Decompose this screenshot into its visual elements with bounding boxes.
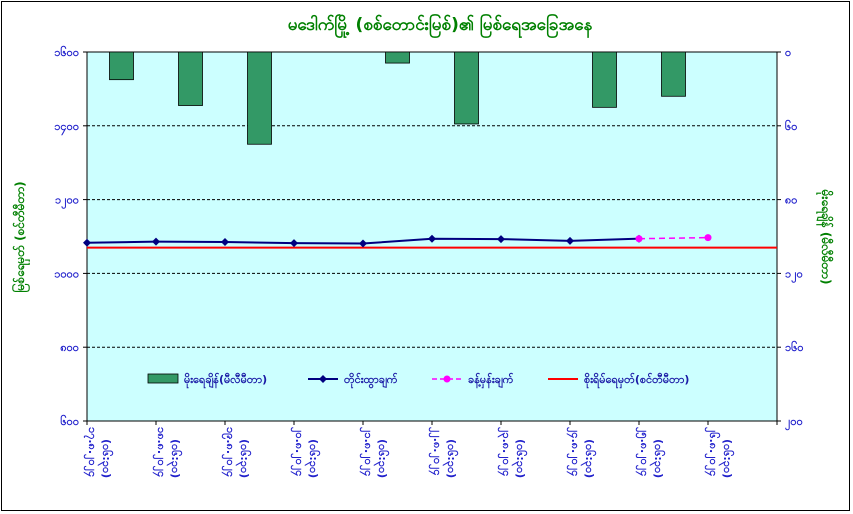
- rainfall-bar: [592, 51, 617, 108]
- left-tick-label: ၁၄၀၀: [54, 120, 79, 136]
- legend-item: ခန့်မှန်းချက်: [432, 372, 514, 389]
- x-tick-label: ၂၀.၈.၂၀၂၄ (၀၆:၃၀): [290, 427, 320, 478]
- left-axis-title: မြစ်ရေမှတ် (စင်တီမီတာ): [10, 181, 31, 292]
- x-tick-time: (၀၆:၃၀): [373, 439, 389, 478]
- x-tick-date: ၁၇.၈.၂၀၂၄: [83, 427, 99, 477]
- rainfall-bar: [178, 51, 203, 106]
- x-tick-date: ၂၂.၈.၂၀၂၄: [428, 427, 444, 476]
- observed-point: [497, 235, 505, 244]
- legend-label: တိုင်းထွာချက်: [344, 372, 398, 389]
- x-tick-label: ၁၉.၈.၂၀၂၄ (၀၆:၃၀): [221, 427, 251, 478]
- x-tick-date: ၂၀.၈.၂၀၂၄: [290, 427, 306, 476]
- x-tick-time: (၀၆:၃၀): [511, 439, 527, 478]
- left-tick-label: ၈၀၀: [60, 341, 79, 354]
- x-axis-ticks: ၁၇.၈.၂၀၂၄ (၀၆:၃၀) ၁၈.၈.၂၀၂၄ (၀၆:၃၀) ၁၉.၈.၂၀၂…: [83, 421, 778, 478]
- legend-item: တိုင်းထွာချက်: [308, 372, 398, 389]
- x-tick-time: (၀၆:၃၀): [718, 439, 734, 478]
- x-tick-date: ၁၈.၈.၂၀၂၄: [152, 427, 168, 477]
- right-tick-label: ၂၀၀: [785, 415, 803, 431]
- left-tick-label: ၁၆၀၀: [54, 46, 79, 59]
- x-tick-label: ၂၃.၈.၂၀၂၄ (၀၆:၃၀): [497, 427, 527, 478]
- left-tick-label: ၁၀၀၀: [54, 267, 79, 280]
- left-tick-label: ၁၂၀၀: [55, 194, 79, 210]
- legend-label: စိုးရိမ်ရေမှတ်(စင်တီမီတာ): [584, 372, 689, 389]
- x-tick-time: (၀၆:၃၀): [97, 439, 113, 478]
- observed-point: [566, 236, 574, 245]
- x-tick-label: ၂၂.၈.၂၀၂၄ (၀၆:၃၀): [428, 427, 458, 478]
- x-tick-time: (၀၆:၃၀): [442, 439, 458, 478]
- x-tick-time: (၀၆:၃၀): [649, 439, 665, 478]
- x-tick-label: ၂၆.၈.၂၀၂၄ (၀၆:၃၀): [704, 427, 734, 478]
- left-axis-ticks: ၆၀၀ ၈၀၀ ၁၀၀၀ ၁၂၀၀ ၁၄၀၀ ၁၆၀၀: [54, 46, 87, 428]
- legend-label: မိုးရေချိန်(မီလီမီတာ): [184, 372, 267, 389]
- x-tick-label: ၁၇.၈.၂၀၂၄ (၀၆:၃၀): [83, 427, 113, 478]
- left-tick-label: ၆၀၀: [60, 415, 79, 428]
- forecast-line: [638, 236, 709, 240]
- legend-label: ခန့်မှန်းချက်: [468, 372, 514, 389]
- rainfall-bar: [385, 51, 410, 64]
- x-tick-date: ၂၁.၈.၂၀၂၄: [359, 427, 375, 476]
- observed-point: [290, 239, 298, 248]
- legend-item: မိုးရေချိန်(မီလီမီတာ): [147, 372, 267, 389]
- right-axis-title: မိုးရေချိန် (မီလီမီတာ): [815, 189, 835, 285]
- water-level-lines: [83, 234, 777, 249]
- observed-point: [152, 237, 160, 246]
- observed-point: [83, 238, 91, 247]
- legend-swatch-marker: [443, 375, 451, 383]
- x-tick-time: (၀၆:၃၀): [166, 439, 182, 478]
- x-tick-time: (၀၆:၃၀): [235, 439, 251, 478]
- forecast-point: [635, 235, 643, 243]
- x-tick-label: ၂၄.၈.၂၀၂၄ (၀၆:၃၀): [566, 427, 596, 478]
- observed-point: [428, 234, 436, 243]
- right-tick-label: ၁၂၀: [785, 267, 803, 283]
- rainfall-bar: [661, 51, 686, 97]
- x-tick-date: ၁၉.၈.၂၀၂၄: [221, 427, 237, 477]
- right-tick-label: ၆၀: [785, 120, 797, 133]
- grid-lines: [87, 125, 777, 348]
- x-tick-date: ၂၅.၈.၂၀၂၄: [635, 427, 651, 476]
- observed-point: [359, 239, 367, 248]
- chart-title: မဒေါက်မြို့ (စစ်တောင်းမြစ်)၏ မြစ်ရေအခြေအ…: [288, 12, 593, 39]
- right-tick-label: ၀: [785, 46, 791, 59]
- rainfall-bars: [109, 51, 686, 145]
- x-tick-date: ၂၃.၈.၂၀၂၄: [497, 427, 513, 476]
- x-tick-date: ၂၄.၈.၂၀၂၄: [566, 427, 582, 476]
- observed-point: [221, 238, 229, 247]
- x-tick-date: ၂၆.၈.၂၀၂၄: [704, 427, 720, 476]
- legend-item: စိုးရိမ်ရေမှတ်(စင်တီမီတာ): [548, 372, 689, 389]
- rainfall-bar: [247, 51, 272, 145]
- rainfall-bar: [454, 51, 479, 125]
- x-tick-label: ၂၁.၈.၂၀၂၄ (၀၆:၃၀): [359, 427, 389, 478]
- right-tick-label: ၁၆၀: [785, 341, 804, 354]
- x-tick-time: (၀၆:၃၀): [304, 439, 320, 478]
- legend-swatch-marker: [319, 375, 327, 383]
- x-tick-label: ၂၅.၈.၂၀၂၄ (၀၆:၃၀): [635, 427, 665, 478]
- x-tick-time: (၀၆:၃၀): [580, 439, 596, 478]
- rainfall-bar: [109, 51, 134, 81]
- legend-swatch-bar: [147, 373, 179, 384]
- x-tick-label: ၁၈.၈.၂၀၂၄ (၀၆:၃၀): [152, 427, 182, 478]
- forecast-point: [704, 234, 712, 242]
- right-tick-label: ၈၀: [785, 194, 797, 207]
- chart-legend: မိုးရေချိန်(မီလီမီတာ) တိုင်းထွာချက် ခန့်မှ…: [147, 372, 689, 389]
